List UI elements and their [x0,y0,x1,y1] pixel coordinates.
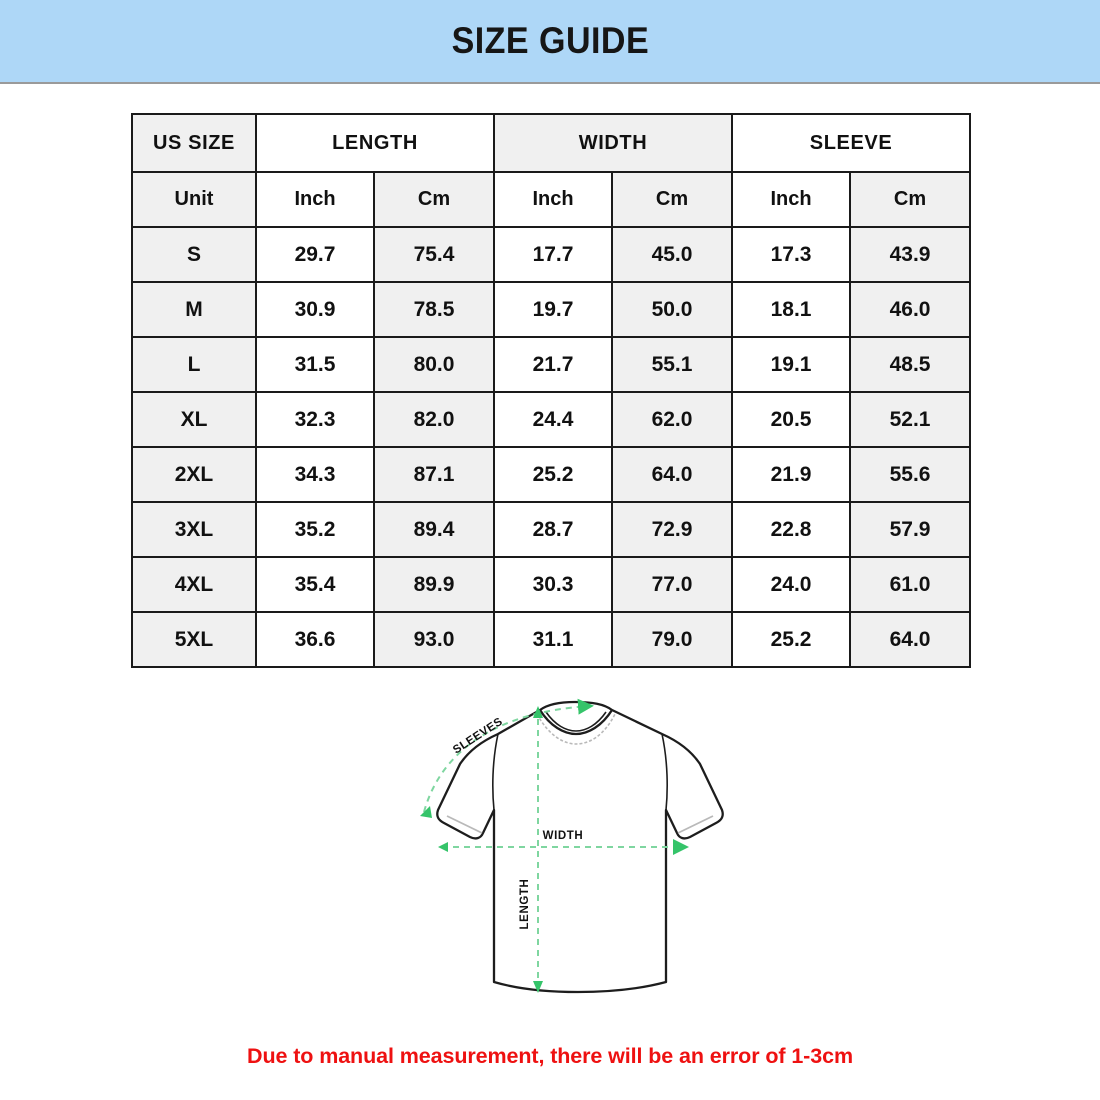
cell-width-in: 25.2 [493,446,614,503]
length-measure-arrow-top [533,706,543,718]
cell-length-cm: 75.4 [372,226,496,283]
cell-width-cm: 50.0 [611,281,734,338]
table-group-header-row: US SIZE LENGTH WIDTH SLEEVE [131,113,972,173]
tshirt-body-outline [436,700,724,994]
cell-sleeve-in: 18.1 [731,281,852,338]
cell-size: XL [131,391,257,448]
size-table-container: US SIZE LENGTH WIDTH SLEEVE Unit Inch Cm… [131,113,972,668]
unit-header-unit: Unit [131,171,257,228]
cell-sleeve-in: 21.9 [731,446,852,503]
cell-sleeve-cm: 57.9 [849,501,972,558]
left-sleeve-hem [446,815,483,834]
cell-width-cm: 77.0 [611,556,734,613]
group-header-us-size: US SIZE [131,113,257,173]
measurement-disclaimer: Due to manual measurement, there will be… [247,1044,853,1068]
table-row: XL 32.3 82.0 24.4 62.0 20.5 52.1 [131,391,972,448]
size-table: US SIZE LENGTH WIDTH SLEEVE Unit Inch Cm… [131,113,972,668]
cell-length-in: 35.4 [255,556,375,613]
cell-sleeve-cm: 52.1 [849,391,972,448]
cell-sleeve-cm: 55.6 [849,446,972,503]
cell-width-in: 19.7 [493,281,614,338]
cell-sleeve-cm: 64.0 [849,611,972,668]
cell-width-in: 21.7 [493,336,614,393]
cell-sleeve-in: 24.0 [731,556,852,613]
cell-size: 5XL [131,611,257,668]
cell-size: S [131,226,257,283]
cell-sleeve-in: 22.8 [731,501,852,558]
right-armhole-seam [661,733,668,811]
width-label: WIDTH [543,830,584,842]
cell-width-in: 17.7 [493,226,614,283]
cell-size: 2XL [131,446,257,503]
cell-length-cm: 89.9 [372,556,496,613]
header-banner: SIZE GUIDE [0,0,1100,84]
left-armhole-seam [492,733,499,811]
cell-length-in: 34.3 [255,446,375,503]
cell-length-cm: 89.4 [372,501,496,558]
cell-width-in: 31.1 [493,611,614,668]
cell-width-cm: 62.0 [611,391,734,448]
table-row: 5XL 36.6 93.0 31.1 79.0 25.2 64.0 [131,611,972,668]
length-label: LENGTH [519,879,531,930]
width-measure-arrow-start [438,842,448,852]
cell-width-in: 24.4 [493,391,614,448]
cell-sleeve-in: 25.2 [731,611,852,668]
cell-width-cm: 64.0 [611,446,734,503]
cell-length-in: 29.7 [255,226,375,283]
unit-header-length-inch: Inch [255,171,375,228]
cell-sleeve-in: 17.3 [731,226,852,283]
unit-header-sleeve-inch: Inch [731,171,852,228]
cell-length-cm: 82.0 [372,391,496,448]
unit-header-sleeve-cm: Cm [849,171,972,228]
cell-sleeve-cm: 48.5 [849,336,972,393]
group-header-sleeve: SLEEVE [731,113,972,173]
cell-width-cm: 72.9 [611,501,734,558]
cell-width-in: 28.7 [493,501,614,558]
cell-length-in: 36.6 [255,611,375,668]
sleeves-measure-line [423,698,594,813]
cell-sleeve-cm: 46.0 [849,281,972,338]
cell-size: L [131,336,257,393]
table-unit-header-row: Unit Inch Cm Inch Cm Inch Cm [131,171,972,228]
cell-size: 4XL [131,556,257,613]
collar-outer-line [539,709,613,736]
cell-sleeve-in: 19.1 [731,336,852,393]
cell-length-in: 35.2 [255,501,375,558]
group-header-width: WIDTH [493,113,734,173]
table-row: 4XL 35.4 89.9 30.3 77.0 24.0 61.0 [131,556,972,613]
unit-header-length-cm: Cm [372,171,496,228]
cell-length-in: 30.9 [255,281,375,338]
cell-length-cm: 78.5 [372,281,496,338]
collar-shadow-line [536,713,616,745]
cell-sleeve-cm: 61.0 [849,556,972,613]
cell-length-cm: 87.1 [372,446,496,503]
cell-sleeve-in: 20.5 [731,391,852,448]
cell-length-cm: 93.0 [372,611,496,668]
page-title: SIZE GUIDE [451,20,649,61]
cell-length-in: 31.5 [255,336,375,393]
cell-length-in: 32.3 [255,391,375,448]
table-row: 3XL 35.2 89.4 28.7 72.9 22.8 57.9 [131,501,972,558]
cell-width-in: 30.3 [493,556,614,613]
right-sleeve-hem [677,815,714,834]
sleeves-measure-arrow-start [420,806,432,818]
cell-width-cm: 55.1 [611,336,734,393]
cell-width-cm: 45.0 [611,226,734,283]
table-row: M 30.9 78.5 19.7 50.0 18.1 46.0 [131,281,972,338]
cell-length-cm: 80.0 [372,336,496,393]
cell-sleeve-cm: 43.9 [849,226,972,283]
group-header-length: LENGTH [254,113,496,173]
table-row: S 29.7 75.4 17.7 45.0 17.3 43.9 [131,226,972,283]
cell-size: M [131,281,257,338]
collar-rib-line [545,711,607,732]
table-row: 2XL 34.3 87.1 25.2 64.0 21.9 55.6 [131,446,972,503]
length-measure-arrow-bottom [533,981,543,993]
unit-header-width-inch: Inch [493,171,614,228]
cell-width-cm: 79.0 [611,611,734,668]
unit-header-width-cm: Cm [611,171,734,228]
cell-size: 3XL [131,501,257,558]
tshirt-diagram: SLEEVES WIDTH LENGTH [420,698,724,994]
table-row: L 31.5 80.0 21.7 55.1 19.1 48.5 [131,336,972,393]
